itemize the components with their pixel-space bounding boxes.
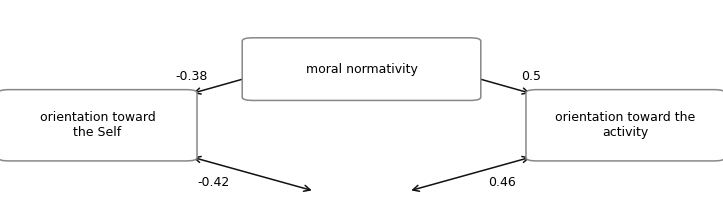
Text: orientation toward
the Self: orientation toward the Self — [40, 111, 155, 139]
Text: 0.5: 0.5 — [521, 70, 542, 83]
Text: moral normativity: moral normativity — [306, 63, 417, 76]
Text: -0.38: -0.38 — [176, 70, 208, 83]
FancyBboxPatch shape — [242, 38, 481, 100]
FancyBboxPatch shape — [0, 90, 197, 161]
FancyBboxPatch shape — [526, 90, 723, 161]
Text: -0.42: -0.42 — [197, 176, 229, 189]
Text: 0.46: 0.46 — [489, 176, 516, 189]
Text: orientation toward the
activity: orientation toward the activity — [555, 111, 696, 139]
